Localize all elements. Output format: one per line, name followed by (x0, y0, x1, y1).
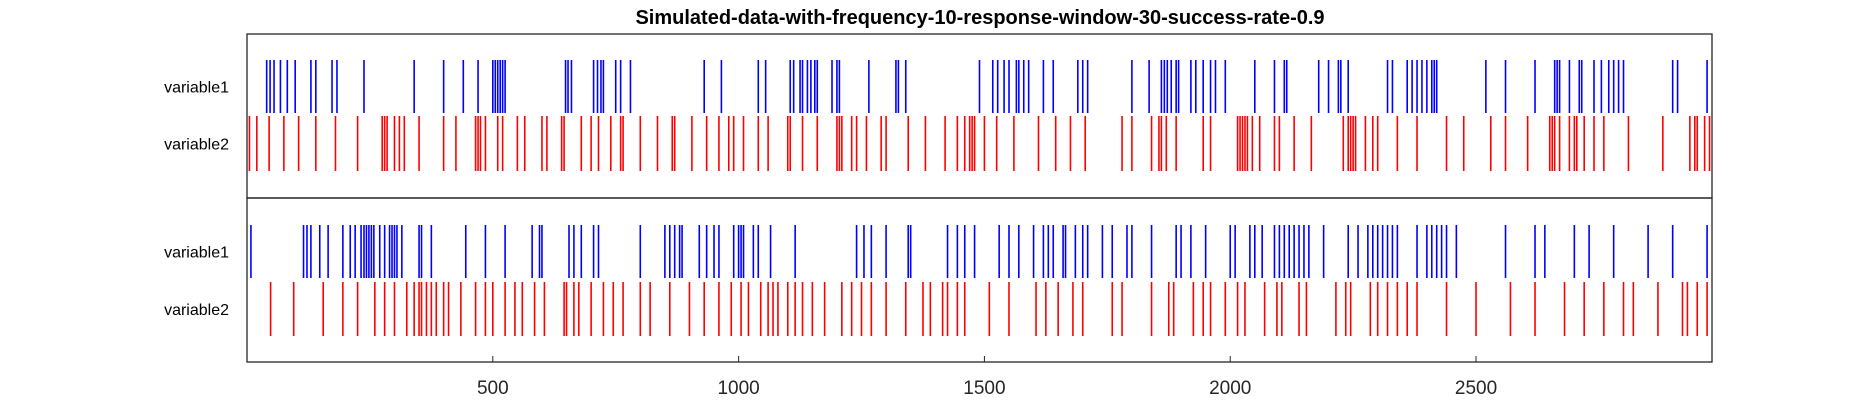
x-tick-label: 500 (477, 378, 509, 399)
x-tick-label: 2500 (1455, 378, 1497, 399)
x-tick-label: 1000 (717, 378, 759, 399)
panel-1-frame (246, 33, 1713, 199)
x-tick-label: 2000 (1209, 378, 1251, 399)
row-label-variable2: variable2 (164, 302, 229, 319)
row-label-variable2: variable2 (164, 137, 229, 154)
panel-2-frame (246, 197, 1713, 363)
plot-area: variable1 variable2 variable1 variable2 500 1… (164, 33, 1713, 399)
row-label-variable1: variable1 (164, 80, 229, 97)
x-tick-label: 1500 (963, 378, 1005, 399)
row-label-variable1: variable1 (164, 245, 229, 262)
chart-title: Simulated-data-with-frequency-10-respons… (635, 7, 1324, 29)
